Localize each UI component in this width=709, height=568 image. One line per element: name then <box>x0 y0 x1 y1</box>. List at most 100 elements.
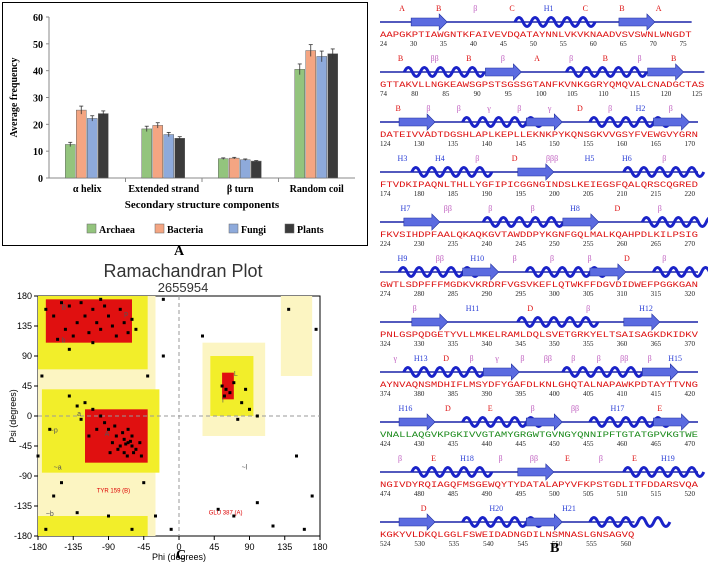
legend-label: Fungi <box>241 225 266 236</box>
residue-point <box>130 527 134 531</box>
region-label: ~p <box>50 428 58 435</box>
residue-number: 240 <box>481 240 492 248</box>
bar-chart-panel: 0 10 20 30 40 50 60 α helix Extended strand β tur… <box>2 2 368 246</box>
structure-annotation: H7 <box>401 204 411 213</box>
residue-point <box>139 454 143 458</box>
residue-number: 135 <box>448 140 459 148</box>
structure-annotation: β <box>587 254 591 263</box>
legend-swatch <box>86 223 97 234</box>
x-tick-label: 180 <box>312 542 327 552</box>
residue-point <box>63 327 67 331</box>
residue-point <box>107 427 110 431</box>
structure-annotation: β <box>413 304 417 313</box>
helix-coil <box>402 66 486 78</box>
residue-point <box>48 427 52 431</box>
bar <box>174 138 185 179</box>
structure-annotation: B <box>466 54 471 63</box>
structure-annotation: β <box>470 354 474 363</box>
structure-annotation: A <box>399 4 405 13</box>
residue-point <box>118 444 122 448</box>
structure-annotation: H11 <box>466 304 479 313</box>
structure-annotation: B <box>395 104 400 113</box>
structure-annotation: H8 <box>570 204 580 213</box>
residue-number: 100 <box>536 90 547 98</box>
residue-number: 110 <box>598 90 609 98</box>
residue-point <box>240 401 244 405</box>
residue-number: 355 <box>583 340 594 348</box>
structure-annotation: D <box>577 104 583 113</box>
residue-number: 450 <box>549 440 560 448</box>
x-tick-label: β turn <box>227 184 254 195</box>
residue-point <box>118 307 122 311</box>
x-tick-label: -45 <box>137 542 150 552</box>
residue-number: 540 <box>483 540 494 548</box>
structure-annotation: D <box>615 204 621 213</box>
residue-number: 160 <box>617 140 628 148</box>
generous-region-edge <box>280 296 313 376</box>
helix-coil <box>561 366 645 378</box>
residue-point <box>130 317 134 321</box>
structure-annotation: D <box>445 404 451 413</box>
legend-swatch <box>284 223 295 234</box>
structure-annotation: H21 <box>562 504 576 513</box>
structure-annotation: β <box>475 154 479 163</box>
structure-annotation: β <box>501 54 505 63</box>
strand-arrow <box>653 413 690 431</box>
residue-point <box>130 434 134 438</box>
structure-annotation: B <box>619 4 624 13</box>
helix-coil <box>652 266 709 278</box>
residue-point <box>60 481 63 485</box>
residue-number: 265 <box>651 240 662 248</box>
panel-label-b: B <box>550 541 560 556</box>
strand-arrow <box>398 113 436 131</box>
core-region-beta <box>45 299 133 343</box>
structure-annotation: D <box>421 504 427 513</box>
sequence-text: PNLGSPQDGETYVLLMKELRAMLDQLSVETGRKYELTSAI… <box>380 331 698 340</box>
structure-annotation: β <box>662 154 666 163</box>
strand-arrow <box>410 13 448 31</box>
strand-arrow <box>618 13 656 31</box>
y-tick-label: 135 <box>17 321 32 331</box>
residue-number: 305 <box>583 290 594 298</box>
residue-point <box>201 334 204 338</box>
structure-annotation: D <box>443 354 449 363</box>
structure-annotation: H20 <box>489 504 503 513</box>
y-tick-label: 180 <box>17 291 32 301</box>
structure-annotation: D <box>527 304 533 313</box>
strand-arrow <box>589 263 627 281</box>
residue-point <box>67 394 71 398</box>
residue-number: 545 <box>518 540 529 548</box>
strand-arrow <box>398 413 436 431</box>
residue-number: 360 <box>617 340 628 348</box>
x-tick-label: α helix <box>73 184 102 195</box>
residue-point <box>108 451 112 455</box>
residue-point <box>228 391 232 395</box>
residue-number: 300 <box>549 290 560 298</box>
helix-coil <box>513 16 597 28</box>
residue-point <box>114 434 118 438</box>
structure-annotation: ββ <box>530 454 538 463</box>
residue-number: 520 <box>684 490 695 498</box>
y-tick-label: 0 <box>38 174 43 185</box>
residue-point <box>146 374 150 378</box>
sequence-text: GTTAKVLLNGKEAWSGPSTSGSSGTANFKVNKGGRYQMQV… <box>380 81 704 90</box>
residue-number: 550 <box>552 540 563 548</box>
structure-annotation: B <box>436 4 441 13</box>
residue-number: 385 <box>448 390 459 398</box>
residue-point <box>121 431 125 435</box>
residue-point <box>83 314 87 318</box>
structure-annotation: β <box>669 104 673 113</box>
strand-arrow <box>517 163 555 181</box>
y-axis-title: Average frequency <box>9 58 20 138</box>
residue-number: 424 <box>380 440 391 448</box>
structure-annotation: β <box>637 54 641 63</box>
legend-swatch <box>154 223 165 234</box>
structure-annotation: ββ <box>620 354 628 363</box>
residue-number: 60 <box>590 40 598 48</box>
residue-number: 95 <box>505 90 513 98</box>
y-tick-label: 50 <box>33 40 43 51</box>
residue-point <box>95 321 99 325</box>
helix-coil <box>588 516 672 528</box>
residue-number: 395 <box>515 390 526 398</box>
